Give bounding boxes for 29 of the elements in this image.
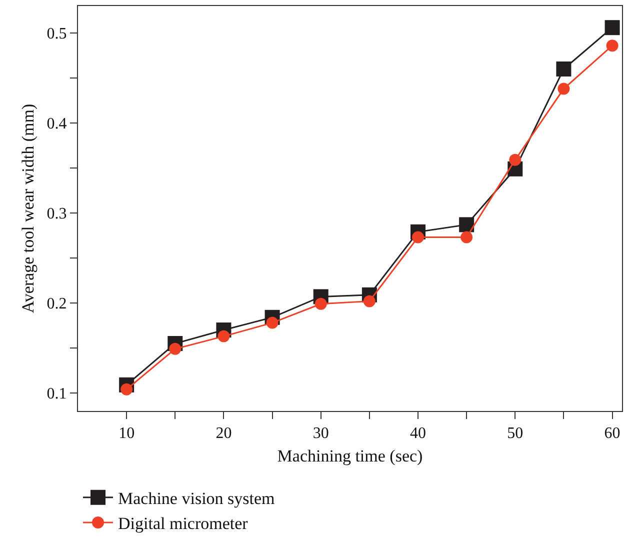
point — [412, 231, 424, 244]
point — [120, 383, 133, 396]
point — [604, 20, 620, 36]
x-tick-label: 50 — [507, 425, 524, 442]
point — [266, 316, 278, 329]
point — [460, 231, 473, 244]
x-tick-label: 40 — [410, 425, 426, 442]
x-tick-label: 60 — [604, 425, 620, 442]
y-tick-label: 0.2 — [46, 296, 67, 313]
y-axis-title: Average tool wear width (mm) — [18, 104, 38, 314]
y-tick-label: 0.3 — [46, 206, 67, 223]
point — [459, 217, 474, 232]
legend-label: Digital micrometer — [118, 514, 248, 534]
legend-label: Machine vision system — [118, 489, 275, 508]
y-tick-label: 0.4 — [46, 116, 67, 133]
x-tick-label: 10 — [118, 425, 135, 442]
point — [558, 82, 570, 95]
point — [556, 62, 572, 76]
point — [169, 342, 182, 355]
point — [363, 295, 376, 308]
point — [218, 330, 230, 342]
y-tick-label: 0.5 — [46, 26, 67, 43]
x-tick-label: 30 — [312, 425, 329, 442]
x-axis-title: Machining time (sec) — [277, 446, 423, 466]
y-tick-label: 0.1 — [46, 386, 67, 403]
point — [314, 298, 327, 310]
point — [606, 40, 618, 52]
point — [509, 154, 522, 166]
x-tick-label: 20 — [216, 425, 232, 442]
